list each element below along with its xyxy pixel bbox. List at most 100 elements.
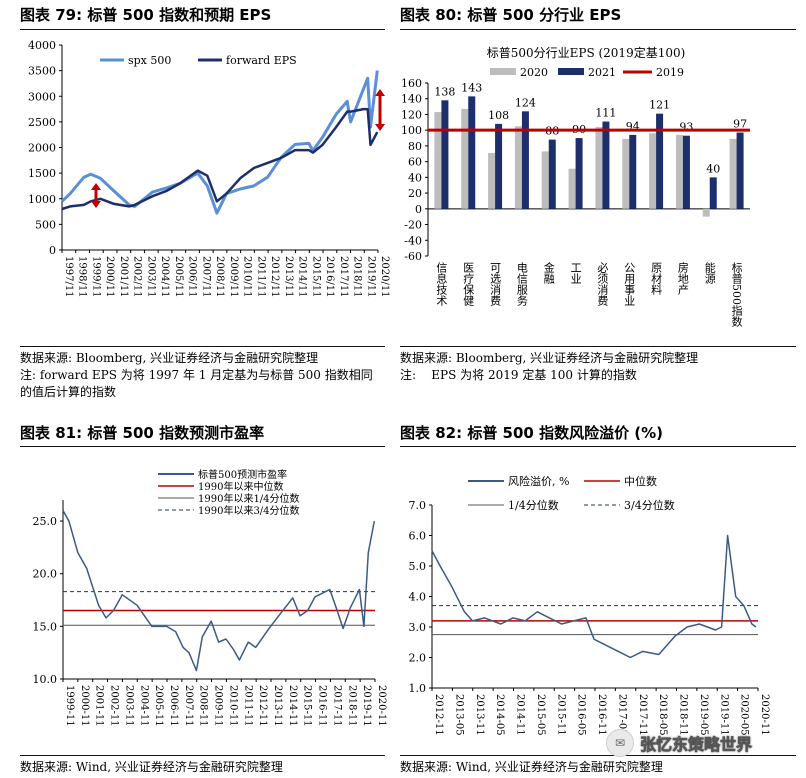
- legend-label: 2019: [656, 66, 684, 79]
- divider: [400, 755, 796, 756]
- bar: [514, 126, 522, 209]
- bar: [495, 123, 503, 209]
- x-tick-label: 2010/11: [242, 256, 253, 298]
- y-tick-label: 20.0: [33, 568, 58, 581]
- x-tick-label: 2019-11: [361, 685, 372, 727]
- category-label: 电信服务: [515, 262, 528, 306]
- bar: [434, 112, 442, 209]
- watermark: ✉ 张忆东策略世界: [606, 729, 802, 757]
- y-tick-label: 4.0: [409, 591, 427, 604]
- legend-label: 标普500预测市盈率: [198, 468, 287, 481]
- bar: [675, 134, 683, 209]
- chart80-source: 数据来源: Bloomberg, 兴业证券经济与金融研究院整理: [400, 351, 699, 365]
- chart79-note: 的值后计算的指数: [20, 385, 117, 399]
- y-tick-label: 120: [401, 108, 422, 121]
- x-tick-label: 2003/11: [145, 256, 156, 298]
- x-tick-label: 1999/11: [90, 256, 101, 298]
- bar: [702, 208, 710, 217]
- series-line: [60, 70, 379, 215]
- category-label: 必须消费: [596, 262, 609, 307]
- data-label: 97: [733, 118, 747, 131]
- x-tick-label: 2015-11: [555, 694, 566, 736]
- y-tick-label: 2500: [28, 116, 56, 129]
- bar: [595, 127, 603, 209]
- data-label: 93: [679, 121, 693, 134]
- y-tick-label: 3.0: [409, 621, 427, 634]
- gap-arrow: [91, 201, 101, 208]
- y-tick-label: 40: [408, 171, 422, 184]
- series-line: [62, 510, 376, 672]
- y-tick-label: 100: [401, 124, 422, 137]
- chart79-note: 注: forward EPS 为将 1997 年 1 月定基为与标普 500 指…: [20, 368, 373, 382]
- chart-title: 标普500分行业EPS (2019定基100): [487, 45, 686, 60]
- gap-arrow: [91, 183, 101, 190]
- legend-label: 2021: [588, 66, 616, 79]
- legend-label: spx 500: [128, 54, 171, 67]
- x-tick-label: 2019/11: [365, 256, 376, 298]
- y-tick-label: 160: [401, 77, 422, 90]
- series-line: [431, 534, 757, 659]
- y-tick-label: 80: [408, 140, 422, 153]
- bar: [575, 138, 583, 209]
- x-tick-label: 2014-11: [287, 685, 298, 727]
- x-tick-label: 2019-11: [718, 694, 729, 736]
- divider: [20, 755, 385, 756]
- x-tick-label: 2020-11: [376, 685, 387, 727]
- y-tick-label: 60: [408, 156, 422, 169]
- bar: [656, 113, 664, 209]
- x-tick-label: 2017-05: [616, 694, 627, 736]
- data-label: 124: [515, 96, 536, 109]
- series-line: [61, 107, 379, 211]
- x-tick-label: 1998/11: [77, 256, 88, 298]
- bar: [729, 138, 737, 209]
- x-tick-label: 2018-11: [678, 694, 689, 736]
- x-tick-label: 2016-11: [596, 694, 607, 736]
- bar: [568, 168, 576, 209]
- category-label: 房地产: [676, 262, 689, 296]
- bar: [441, 100, 449, 209]
- legend-label: 1990年以来3/4分位数: [198, 504, 300, 517]
- x-tick-label: 2013-05: [453, 694, 464, 736]
- x-tick-label: 2006-11: [168, 685, 179, 727]
- chart81-source: 数据来源: Wind, 兴业证券经济与金融研究院整理: [20, 760, 283, 774]
- chart80-note: 注: EPS 为将 2019 定基 100 计算的指数: [400, 368, 637, 382]
- x-tick-label: 2018/11: [352, 256, 363, 298]
- data-label: 143: [461, 81, 482, 94]
- x-tick-label: 1999-11: [64, 685, 75, 727]
- divider: [400, 446, 796, 447]
- y-tick-label: 4000: [28, 39, 56, 52]
- x-tick-label: 2017/11: [338, 256, 349, 298]
- bar: [461, 108, 469, 209]
- legend-swatch: [558, 68, 584, 75]
- legend-label: 3/4分位数: [624, 498, 675, 512]
- x-tick-label: 2014/11: [297, 256, 308, 298]
- data-label: 108: [488, 109, 509, 122]
- bar: [649, 133, 657, 209]
- y-tick-label: 10.0: [33, 673, 58, 686]
- x-tick-label: 2020/11: [379, 256, 390, 298]
- y-tick-label: 1500: [28, 167, 56, 180]
- data-label: 138: [434, 85, 455, 98]
- data-label: 111: [595, 107, 616, 120]
- y-tick-label: -40: [404, 234, 422, 247]
- y-tick-label: 1.0: [409, 682, 427, 695]
- chart82-title: 图表 82: 标普 500 指数风险溢价 (%): [400, 424, 664, 442]
- bar: [521, 111, 529, 209]
- bar: [629, 134, 637, 209]
- bar: [709, 177, 717, 209]
- x-tick-label: 2000/11: [104, 256, 115, 298]
- x-tick-label: 2014-05: [494, 694, 505, 736]
- y-tick-label: 3000: [28, 90, 56, 103]
- category-label: 可选消费: [489, 262, 502, 307]
- category-label: 医疗保健: [462, 262, 475, 306]
- bar: [548, 139, 556, 209]
- y-tick-label: 5.0: [409, 560, 427, 573]
- category-label: 信息技术: [435, 262, 448, 307]
- legend-label: forward EPS: [226, 54, 297, 67]
- bar: [468, 96, 476, 209]
- x-tick-label: 2001-11: [94, 685, 105, 727]
- x-tick-label: 2015-11: [302, 685, 313, 727]
- x-tick-label: 2014-11: [515, 694, 526, 736]
- x-tick-label: 2009-11: [213, 685, 224, 727]
- x-tick-label: 2010-11: [227, 685, 238, 727]
